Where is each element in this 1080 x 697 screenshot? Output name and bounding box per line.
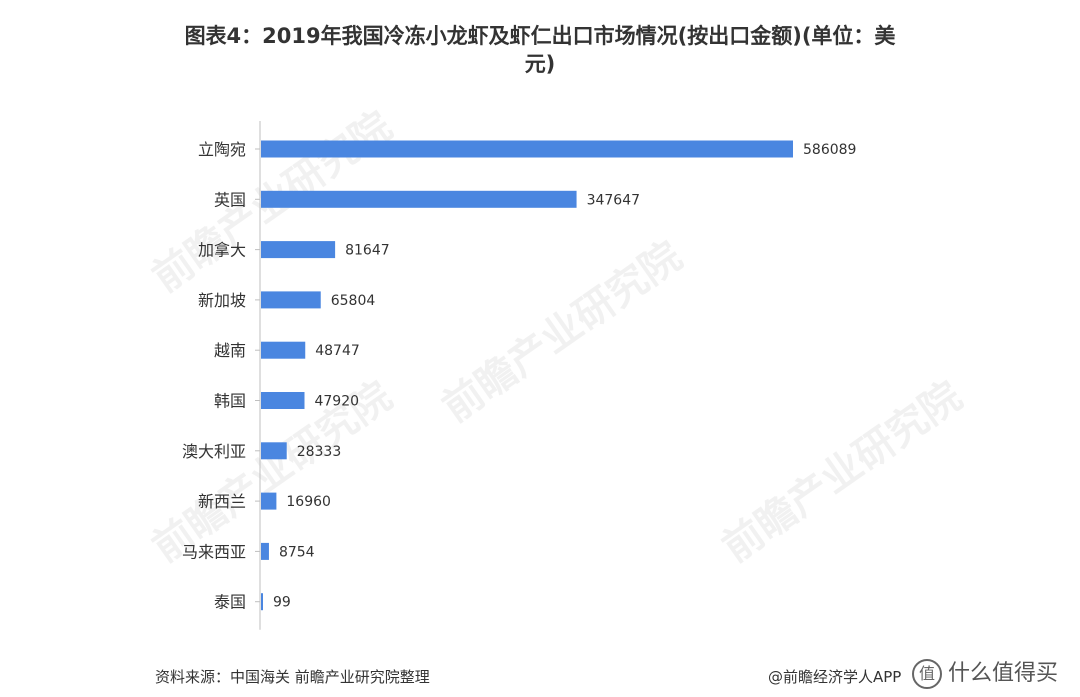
category-label: 马来西亚 bbox=[182, 542, 246, 561]
bar bbox=[261, 341, 306, 359]
chart-title: 图表4：2019年我国冷冻小龙虾及虾仁出口市场情况(按出口金额)(单位：美 元) bbox=[0, 22, 1080, 78]
category-label: 加拿大 bbox=[198, 241, 246, 260]
chart-title-line1: 图表4：2019年我国冷冻小龙虾及虾仁出口市场情况(按出口金额)(单位：美 bbox=[184, 24, 896, 48]
data-label: 65804 bbox=[331, 293, 376, 309]
data-label: 16960 bbox=[286, 494, 331, 510]
bar bbox=[261, 190, 577, 208]
bar bbox=[261, 392, 305, 409]
category-label: 新加坡 bbox=[198, 291, 246, 310]
data-label: 47920 bbox=[314, 394, 359, 410]
category-label: 澳大利亚 bbox=[182, 442, 246, 461]
bar bbox=[261, 542, 269, 560]
bar bbox=[261, 241, 336, 259]
data-label: 8754 bbox=[279, 544, 315, 560]
bar bbox=[261, 593, 263, 611]
data-label: 28333 bbox=[297, 444, 342, 460]
data-label: 347647 bbox=[587, 192, 640, 208]
footer-credit: @前瞻经济学人APP bbox=[768, 668, 902, 686]
bar bbox=[261, 291, 321, 309]
site-name: 什么值得买 bbox=[948, 661, 1059, 686]
bar bbox=[261, 442, 287, 460]
site-logo-icon: 值 bbox=[912, 659, 942, 689]
category-label: 泰国 bbox=[214, 593, 246, 612]
category-label: 韩国 bbox=[214, 392, 246, 411]
data-label: 48747 bbox=[315, 343, 360, 359]
category-label: 英国 bbox=[214, 190, 246, 209]
category-label: 越南 bbox=[214, 341, 246, 360]
data-label: 99 bbox=[273, 595, 291, 611]
data-label: 81647 bbox=[345, 243, 390, 259]
bars-group: 立陶宛 586089 英国 347647 加拿大 81647 新加坡 65804 越南 48747… bbox=[182, 121, 856, 630]
chart-title-line2: 元) bbox=[524, 52, 556, 76]
site-brand: 值什么值得买 bbox=[912, 655, 1058, 689]
data-label: 586089 bbox=[803, 142, 856, 158]
category-label: 立陶宛 bbox=[198, 140, 246, 159]
bar bbox=[261, 492, 277, 510]
bar bbox=[261, 140, 793, 158]
footer-source: 资料来源：中国海关 前瞻产业研究院整理 bbox=[155, 668, 430, 686]
category-label: 新西兰 bbox=[198, 492, 246, 511]
